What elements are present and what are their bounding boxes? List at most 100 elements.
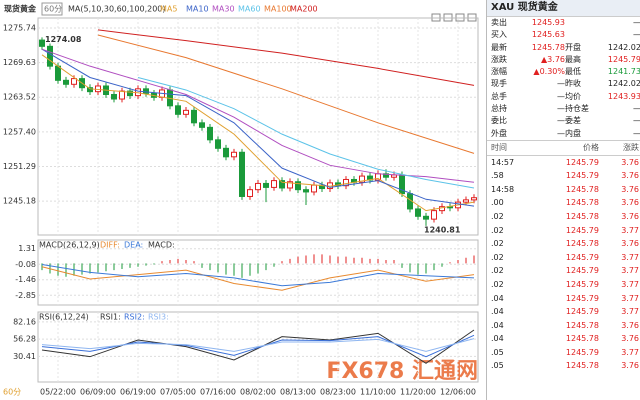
candle-body	[471, 197, 477, 201]
candle-body	[223, 147, 229, 158]
candle-body	[207, 126, 213, 141]
candle-body	[255, 182, 261, 191]
tick-cell: .02	[491, 225, 504, 235]
tick-row: .00 1245.78 3.76	[487, 196, 640, 210]
quote-value: 1242.02	[607, 79, 640, 89]
y-tick-label: 30.41	[13, 352, 36, 361]
tick-cell: .58	[491, 171, 504, 181]
legend-entry: MA10	[186, 5, 209, 14]
quote-value: —	[593, 103, 640, 115]
tick-cell: 3.77	[621, 252, 639, 262]
x-tick-label: 05/22:00	[40, 388, 76, 397]
y-tick-label: 1257.40	[3, 127, 36, 136]
quote-value: —	[557, 79, 565, 89]
quote-label: 最高	[565, 54, 581, 64]
tick-cell: .04	[491, 307, 504, 317]
tick-cell: 3.76	[621, 171, 639, 181]
candle-body	[247, 189, 253, 197]
tick-cell: .02	[491, 266, 504, 276]
quote-value: 1241.73	[607, 67, 640, 77]
candle-body	[263, 182, 269, 188]
x-tick-label: 07/16:00	[200, 388, 236, 397]
y-tick-label: 1.31	[18, 244, 36, 253]
tick-cell: 3.77	[621, 279, 639, 289]
quote-title: XAU 现货黄金	[487, 0, 640, 17]
tick-cell: .05	[491, 361, 504, 371]
header-cell: 涨跌	[623, 142, 639, 152]
tick-row: 14:58 1245.78 3.76	[487, 183, 640, 197]
quote-value: 1245.79	[607, 54, 640, 64]
indicator-line	[41, 329, 475, 364]
y-tick-label: 82.16	[13, 317, 36, 326]
tick-cell: 1245.78	[565, 334, 599, 344]
tick-cell: .04	[491, 334, 504, 344]
quote-label: 总手	[491, 91, 507, 101]
tick-cell: 3.76	[621, 334, 639, 344]
x-tick-label: 08/02:00	[240, 388, 276, 397]
quote-value: —	[557, 128, 565, 138]
tick-cell: .02	[491, 239, 504, 249]
tick-row: 14:57 1245.79 3.76	[487, 156, 640, 170]
tick-cell: 3.76	[621, 184, 639, 194]
header-cell: 时间	[491, 142, 507, 152]
quote-value: 1245.93	[531, 18, 565, 27]
candle-body	[343, 178, 349, 187]
quote-row: 涨跌 ▲3.76 最高 1245.79	[487, 54, 640, 66]
period-box[interactable]	[41, 2, 63, 16]
quote-label: 内盘	[565, 128, 581, 138]
tick-cell: .00	[491, 198, 504, 208]
quote-label: 委差	[565, 116, 581, 126]
tick-cell: 1245.79	[565, 171, 599, 181]
indicator-line	[41, 264, 475, 287]
y-tick-label: 1275.74	[3, 23, 36, 32]
quote-value: —	[557, 104, 565, 114]
quote-label: 外盘	[491, 128, 507, 138]
header-cell: 价格	[583, 142, 599, 152]
quote-panel: XAU 现货黄金 卖出1245.93—买入1245.63—最新1245.78开盘…	[486, 0, 640, 400]
quote-value: —	[593, 115, 640, 127]
quote-label: 委比	[491, 116, 507, 126]
quote-value: —	[593, 128, 640, 140]
quote-label	[565, 17, 593, 29]
quote-label: 涨幅	[491, 67, 507, 77]
indicator-title: MACD(26,12,9)	[39, 241, 100, 250]
tick-cell: 3.76	[621, 361, 639, 371]
legend-entry: MA30	[212, 5, 235, 14]
quote-label: 最低	[565, 67, 581, 77]
candle-body	[191, 109, 197, 124]
tick-cell: 1245.79	[565, 307, 599, 317]
ticks-header: 时间 价格 涨跌	[487, 139, 640, 156]
quote-value: —	[593, 29, 640, 41]
candle-body	[415, 208, 421, 217]
legend-entry: RSI2:	[124, 313, 145, 322]
tick-cell: 3.77	[621, 347, 639, 357]
legend-entry: DEA:	[124, 241, 143, 250]
candle-body	[95, 85, 101, 93]
tick-row: .04 1245.79 3.77	[487, 305, 640, 319]
indicator-line	[41, 266, 475, 291]
quote-label: 均价	[565, 91, 581, 101]
chart: 现货黄金 60分 MA(5,10,30,60,100,200) 60分 FX67…	[0, 0, 486, 400]
candle-body	[239, 151, 245, 197]
period-label[interactable]: 60分	[3, 388, 21, 397]
candle-body	[175, 105, 181, 115]
candle-body	[359, 175, 365, 183]
quote-value: ▲0.30%	[533, 67, 565, 77]
quote-label: 持仓差	[565, 104, 589, 114]
quote-value: 1243.93	[607, 91, 640, 101]
low-label: 1240.81	[424, 225, 461, 234]
tick-cell: 1245.79	[565, 252, 599, 262]
candle-body	[431, 210, 437, 220]
indicator-line	[137, 77, 475, 189]
quote-label: 现手	[491, 79, 507, 89]
candle-body	[63, 79, 69, 85]
candle-body	[111, 93, 117, 100]
y-tick-label: 56.28	[13, 335, 36, 344]
period[interactable]: 60分	[44, 5, 62, 14]
candle-body	[231, 151, 237, 158]
quote-row: 买入 1245.63 —	[487, 29, 640, 41]
background	[0, 0, 486, 400]
quote-value: 1245.63	[531, 30, 565, 40]
